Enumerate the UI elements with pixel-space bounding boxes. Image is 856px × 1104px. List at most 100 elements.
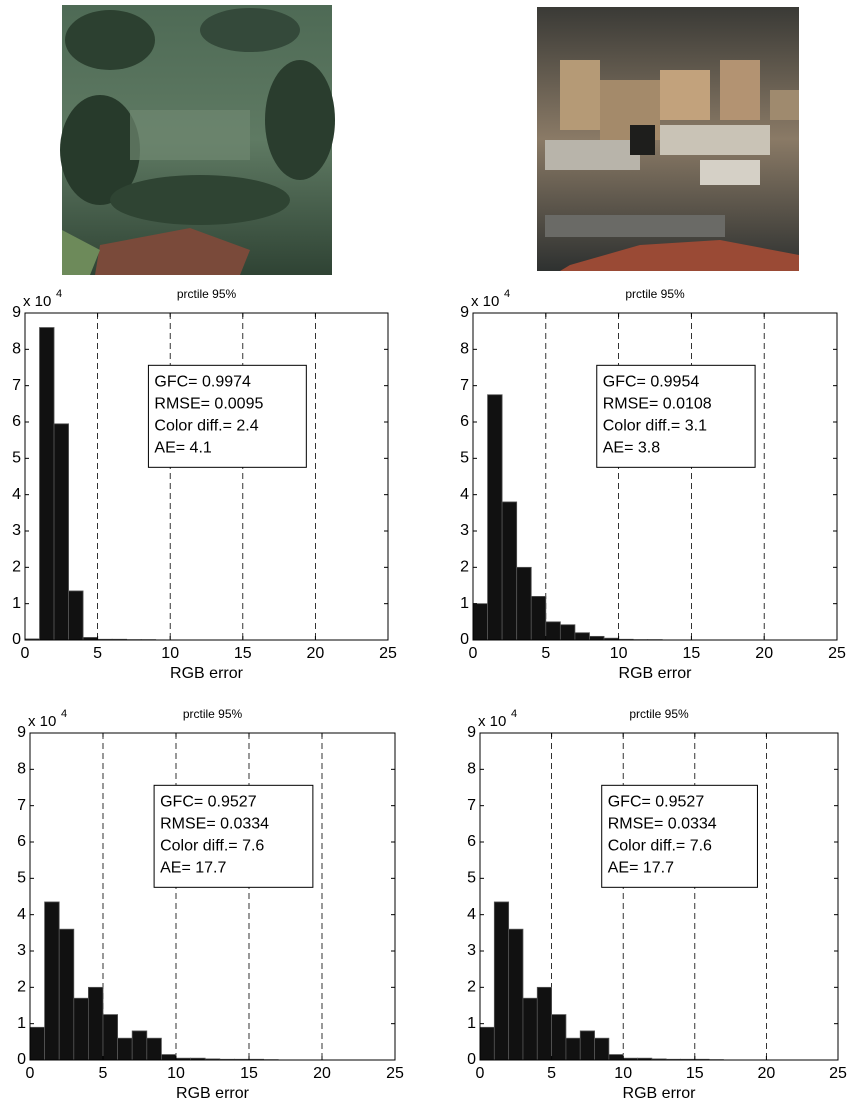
y-tick-label: 6	[12, 413, 21, 430]
y-tick-label: 6	[467, 833, 476, 850]
bar	[589, 635, 605, 641]
y-tick-label: 9	[460, 304, 469, 321]
bar	[501, 501, 518, 641]
bar	[516, 566, 532, 641]
y-tick-label: 6	[17, 833, 26, 850]
y-tick-label: 8	[460, 341, 469, 358]
chart-title: prctile 95%	[183, 707, 243, 721]
annotation-box	[153, 784, 314, 888]
bar	[131, 1030, 148, 1061]
bar	[608, 1054, 624, 1061]
y-tick-label: 7	[17, 797, 26, 814]
bar	[565, 1037, 581, 1061]
y-scale-label: x 10	[23, 293, 51, 310]
x-tick-label: 20	[307, 645, 325, 662]
y-tick-label: 6	[460, 413, 469, 430]
photo-landscape	[60, 5, 335, 275]
y-scale-exponent: 4	[61, 708, 67, 720]
x-tick-label: 10	[161, 645, 179, 662]
chart-title: prctile 95%	[629, 707, 689, 721]
y-tick-label: 0	[460, 631, 469, 648]
x-tick-label: 25	[828, 645, 846, 662]
bar	[472, 603, 488, 641]
y-tick-label: 5	[17, 870, 26, 887]
y-tick-label: 8	[17, 761, 26, 778]
annotation-line: AE= 17.7	[608, 860, 674, 877]
bar	[579, 1030, 595, 1061]
bar	[545, 621, 561, 641]
y-tick-label: 4	[12, 486, 21, 503]
bar	[73, 997, 89, 1061]
y-tick-label: 3	[12, 522, 21, 539]
annotation-line: AE= 4.1	[154, 440, 211, 457]
y-scale-exponent: 4	[504, 288, 510, 300]
y-tick-label: 1	[12, 595, 21, 612]
bar	[117, 1037, 133, 1061]
annotation-line: AE= 3.8	[603, 440, 660, 457]
y-tick-label: 4	[460, 486, 469, 503]
y-tick-label: 7	[460, 377, 469, 394]
bar	[29, 1026, 46, 1061]
x-tick-label: 5	[547, 1065, 556, 1082]
annotation-line: RMSE= 0.0334	[608, 816, 717, 833]
bar	[53, 423, 69, 641]
x-tick-label: 10	[614, 1065, 632, 1082]
annotation-box	[147, 364, 307, 468]
annotation-line: Color diff.= 3.1	[603, 418, 707, 435]
bar	[574, 632, 590, 641]
y-tick-label: 5	[467, 870, 476, 887]
x-tick-label: 25	[386, 1065, 404, 1082]
x-axis-label: RGB error	[619, 665, 693, 682]
bar	[551, 1014, 567, 1061]
bar	[39, 327, 55, 641]
axes-frame	[29, 732, 396, 1061]
y-tick-label: 9	[12, 304, 21, 321]
x-tick-label: 20	[313, 1065, 331, 1082]
y-scale-exponent: 4	[56, 288, 62, 300]
bar	[479, 1026, 495, 1061]
y-tick-label: 4	[17, 906, 26, 923]
annotation-line: GFC= 0.9974	[154, 374, 251, 391]
chart-title: prctile 95%	[177, 287, 237, 301]
axes-frame	[479, 732, 839, 1061]
x-axis-label: RGB error	[176, 1085, 250, 1102]
x-tick-label: 15	[683, 645, 701, 662]
bar	[594, 1037, 610, 1061]
y-tick-label: 7	[467, 797, 476, 814]
y-tick-label: 0	[12, 631, 21, 648]
bar	[559, 624, 576, 641]
x-tick-label: 0	[476, 1065, 485, 1082]
y-tick-label: 8	[12, 341, 21, 358]
y-tick-label: 4	[467, 906, 476, 923]
y-tick-label: 9	[17, 724, 26, 741]
x-tick-label: 5	[93, 645, 102, 662]
x-tick-label: 0	[26, 1065, 35, 1082]
bar	[493, 901, 510, 1061]
annotation-line: AE= 17.7	[160, 860, 226, 877]
annotation-line: Color diff.= 7.6	[160, 838, 264, 855]
y-tick-label: 2	[467, 979, 476, 996]
annotation-line: RMSE= 0.0108	[603, 396, 712, 413]
y-tick-label: 3	[467, 942, 476, 959]
annotation-line: GFC= 0.9527	[608, 794, 705, 811]
y-tick-label: 9	[467, 724, 476, 741]
x-tick-label: 15	[686, 1065, 704, 1082]
y-scale-label: x 10	[478, 713, 506, 730]
y-tick-label: 2	[12, 559, 21, 576]
x-axis-label: RGB error	[170, 665, 244, 682]
bar	[487, 394, 503, 641]
y-tick-label: 2	[460, 559, 469, 576]
bar	[508, 928, 524, 1061]
x-tick-label: 10	[610, 645, 628, 662]
y-tick-label: 1	[17, 1015, 26, 1032]
y-tick-label: 5	[460, 450, 469, 467]
y-tick-label: 3	[460, 522, 469, 539]
x-tick-label: 20	[758, 1065, 776, 1082]
chart: 0 5 10 15 20 25 0 1 2 3 4 5 6 7 8 9 prctile 95% RGB error…	[467, 707, 847, 1102]
chart-title: prctile 95%	[625, 287, 685, 301]
y-tick-label: 0	[17, 1051, 26, 1068]
x-axis-label: RGB error	[623, 1085, 697, 1102]
x-tick-label: 0	[21, 645, 30, 662]
x-tick-label: 15	[240, 1065, 258, 1082]
